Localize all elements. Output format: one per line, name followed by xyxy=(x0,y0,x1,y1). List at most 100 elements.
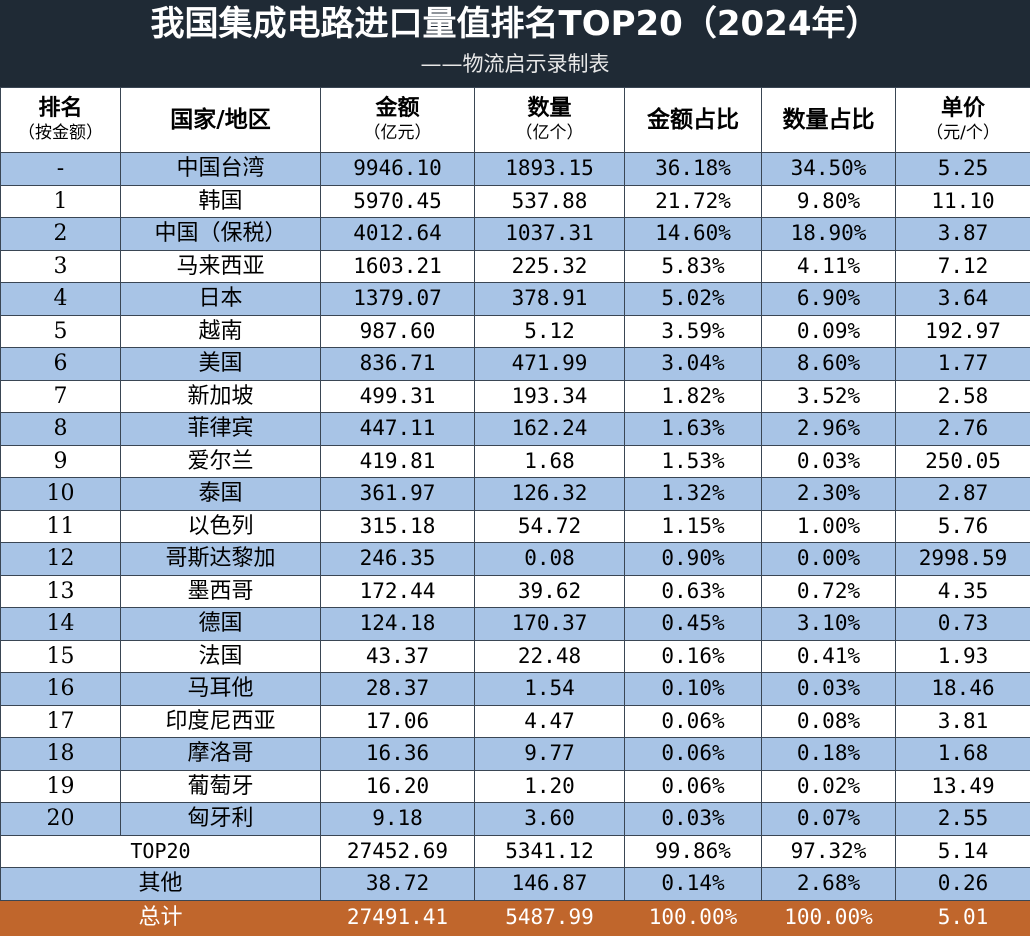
summary-label: 其他 xyxy=(1,868,321,901)
rank-cell: 4 xyxy=(1,283,121,316)
region-cell: 新加坡 xyxy=(121,380,321,413)
region-cell: 美国 xyxy=(121,348,321,381)
unit-price-cell: 2.55 xyxy=(896,803,1030,836)
amount-cell: 38.72 xyxy=(321,868,475,901)
region-cell: 葡萄牙 xyxy=(121,770,321,803)
amount-cell: 43.37 xyxy=(321,640,475,673)
region-cell: 日本 xyxy=(121,283,321,316)
amount-cell: 16.20 xyxy=(321,770,475,803)
quantity-share-cell: 0.02% xyxy=(762,770,896,803)
quantity-share-cell: 4.11% xyxy=(762,250,896,283)
unit-price-cell: 3.64 xyxy=(896,283,1030,316)
amount-cell: 28.37 xyxy=(321,673,475,706)
quantity-cell: 170.37 xyxy=(475,608,625,641)
region-cell: 越南 xyxy=(121,315,321,348)
region-cell: 墨西哥 xyxy=(121,575,321,608)
amount-share-cell: 0.06% xyxy=(625,738,762,771)
quantity-share-cell: 0.07% xyxy=(762,803,896,836)
unit-price-cell: 7.12 xyxy=(896,250,1030,283)
quantity-cell: 0.08 xyxy=(475,543,625,576)
quantity-share-cell: 34.50% xyxy=(762,153,896,186)
region-cell: 泰国 xyxy=(121,478,321,511)
region-cell: 马来西亚 xyxy=(121,250,321,283)
quantity-cell: 162.24 xyxy=(475,413,625,446)
unit-price-cell: 3.81 xyxy=(896,705,1030,738)
amount-share-cell: 1.15% xyxy=(625,510,762,543)
amount-share-cell: 0.06% xyxy=(625,705,762,738)
amount-cell: 4012.64 xyxy=(321,218,475,251)
amount-cell: 419.81 xyxy=(321,445,475,478)
amount-share-cell: 99.86% xyxy=(625,835,762,868)
quantity-cell: 22.48 xyxy=(475,640,625,673)
amount-cell: 16.36 xyxy=(321,738,475,771)
table-header-row: 排名（按金额） 国家/地区 金额（亿元） 数量（亿个） 金额占比 数量占比 单价… xyxy=(1,88,1030,153)
amount-share-cell: 14.60% xyxy=(625,218,762,251)
amount-cell: 499.31 xyxy=(321,380,475,413)
quantity-cell: 39.62 xyxy=(475,575,625,608)
unit-price-cell: 192.97 xyxy=(896,315,1030,348)
region-cell: 爱尔兰 xyxy=(121,445,321,478)
unit-price-cell: 2.76 xyxy=(896,413,1030,446)
quantity-cell: 537.88 xyxy=(475,185,625,218)
amount-cell: 1379.07 xyxy=(321,283,475,316)
rank-cell: 15 xyxy=(1,640,121,673)
quantity-share-cell: 0.00% xyxy=(762,543,896,576)
region-cell: 匈牙利 xyxy=(121,803,321,836)
quantity-share-cell: 18.90% xyxy=(762,218,896,251)
amount-cell: 246.35 xyxy=(321,543,475,576)
amount-share-cell: 0.03% xyxy=(625,803,762,836)
quantity-share-cell: 8.60% xyxy=(762,348,896,381)
amount-share-cell: 5.02% xyxy=(625,283,762,316)
rank-cell: 7 xyxy=(1,380,121,413)
unit-price-cell: 2998.59 xyxy=(896,543,1030,576)
rank-cell: 18 xyxy=(1,738,121,771)
unit-price-cell: 1.77 xyxy=(896,348,1030,381)
rank-cell: 10 xyxy=(1,478,121,511)
amount-cell: 27491.41 xyxy=(321,900,475,935)
rank-cell: 11 xyxy=(1,510,121,543)
title-banner: 我国集成电路进口量值排名TOP20（2024年） ——物流启示录制表 xyxy=(0,0,1030,87)
region-cell: 哥斯达黎加 xyxy=(121,543,321,576)
amount-share-cell: 100.00% xyxy=(625,900,762,935)
amount-cell: 172.44 xyxy=(321,575,475,608)
rank-cell: 19 xyxy=(1,770,121,803)
region-cell: 中国（保税） xyxy=(121,218,321,251)
col-header-region: 国家/地区 xyxy=(121,88,321,153)
rank-cell: 3 xyxy=(1,250,121,283)
region-cell: 法国 xyxy=(121,640,321,673)
col-header-amount: 金额（亿元） xyxy=(321,88,475,153)
rank-cell: 17 xyxy=(1,705,121,738)
unit-price-cell: 5.14 xyxy=(896,835,1030,868)
amount-cell: 1603.21 xyxy=(321,250,475,283)
amount-share-cell: 0.16% xyxy=(625,640,762,673)
quantity-share-cell: 0.41% xyxy=(762,640,896,673)
amount-cell: 315.18 xyxy=(321,510,475,543)
amount-share-cell: 21.72% xyxy=(625,185,762,218)
rank-cell: 2 xyxy=(1,218,121,251)
unit-price-cell: 250.05 xyxy=(896,445,1030,478)
quantity-cell: 3.60 xyxy=(475,803,625,836)
rank-cell: 13 xyxy=(1,575,121,608)
quantity-share-cell: 1.00% xyxy=(762,510,896,543)
rank-cell: 8 xyxy=(1,413,121,446)
quantity-share-cell: 0.03% xyxy=(762,673,896,706)
unit-price-cell: 0.73 xyxy=(896,608,1030,641)
quantity-share-cell: 6.90% xyxy=(762,283,896,316)
quantity-share-cell: 0.03% xyxy=(762,445,896,478)
quantity-share-cell: 3.52% xyxy=(762,380,896,413)
col-header-unit-price: 单价（元/个） xyxy=(896,88,1030,153)
amount-cell: 5970.45 xyxy=(321,185,475,218)
unit-price-cell: 5.76 xyxy=(896,510,1030,543)
quantity-share-cell: 100.00% xyxy=(762,900,896,935)
amount-cell: 836.71 xyxy=(321,348,475,381)
amount-cell: 17.06 xyxy=(321,705,475,738)
amount-cell: 27452.69 xyxy=(321,835,475,868)
